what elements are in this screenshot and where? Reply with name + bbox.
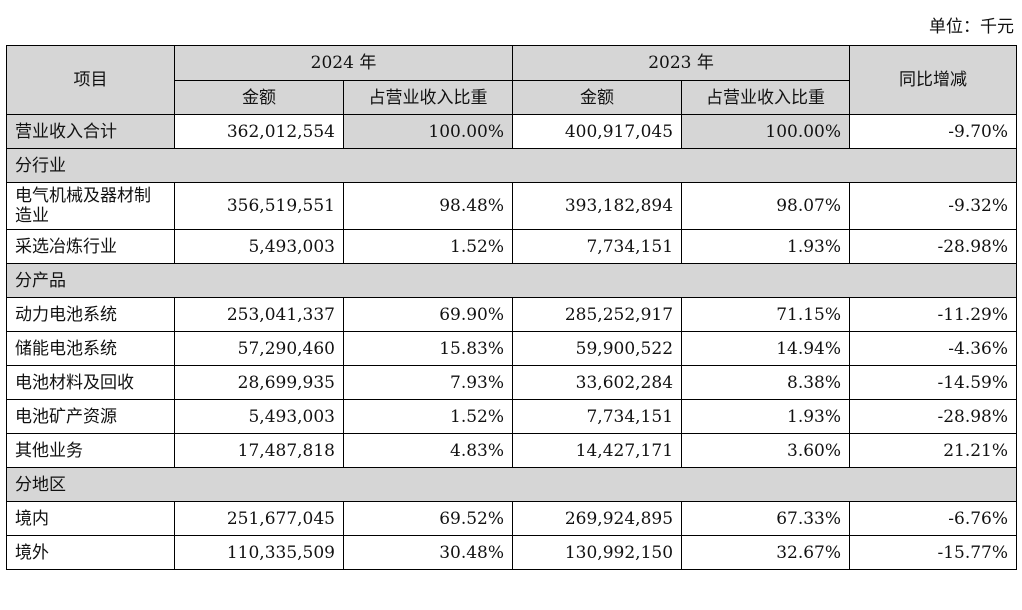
row-label: 境外	[6, 535, 175, 570]
header-amount-2024: 金额	[174, 80, 344, 115]
ratio-2023: 98.07%	[681, 182, 851, 230]
amount-2023: 59,900,522	[512, 331, 683, 366]
ratio-2023: 1.93%	[681, 229, 851, 264]
yoy: -28.98%	[849, 399, 1018, 434]
row-label: 电池材料及回收	[6, 365, 175, 400]
table-row: 电池材料及回收 28,699,935 7.93% 33,602,284 8.38…	[6, 365, 1018, 400]
ratio-2023: 67.33%	[681, 501, 851, 536]
ratio-2024: 1.52%	[342, 229, 514, 264]
total-row: 营业收入合计 362,012,554 100.00% 400,917,045 1…	[6, 114, 1018, 149]
amount-2024: 251,677,045	[174, 501, 344, 536]
table-row: 其他业务 17,487,818 4.83% 14,427,171 3.60% 2…	[6, 433, 1018, 468]
row-label: 采选冶炼行业	[6, 229, 175, 264]
header-year-2023: 2023 年	[512, 45, 851, 81]
row-label: 储能电池系统	[6, 331, 175, 366]
header-ratio-2023: 占营业收入比重	[681, 80, 851, 115]
yoy: -6.76%	[849, 501, 1018, 536]
ratio-2023: 3.60%	[681, 433, 851, 468]
ratio-2024: 30.48%	[342, 535, 514, 570]
total-amount-2023: 400,917,045	[512, 114, 683, 149]
table-row: 境内 251,677,045 69.52% 269,924,895 67.33%…	[6, 501, 1018, 536]
total-label: 营业收入合计	[6, 114, 175, 149]
ratio-2024: 15.83%	[342, 331, 514, 366]
table-row: 境外 110,335,509 30.48% 130,992,150 32.67%…	[6, 535, 1018, 570]
yoy: -28.98%	[849, 229, 1018, 264]
amount-2023: 7,734,151	[512, 399, 683, 434]
revenue-table: 项目 2024 年 2023 年 同比增减 金额 占营业收入比重 金额 占营业收…	[5, 45, 1018, 570]
ratio-2024: 69.52%	[342, 501, 514, 536]
header-ratio-2024: 占营业收入比重	[342, 80, 514, 115]
amount-2023: 285,252,917	[512, 297, 683, 332]
amount-2024: 57,290,460	[174, 331, 344, 366]
unit-note: 单位：千元	[929, 17, 1014, 37]
header-item: 项目	[6, 45, 175, 115]
yoy: -9.32%	[849, 182, 1018, 230]
table-row: 储能电池系统 57,290,460 15.83% 59,900,522 14.9…	[6, 331, 1018, 366]
total-yoy: -9.70%	[849, 114, 1018, 149]
table-row: 采选冶炼行业 5,493,003 1.52% 7,734,151 1.93% -…	[6, 229, 1018, 264]
row-label: 其他业务	[6, 433, 175, 468]
amount-2024: 28,699,935	[174, 365, 344, 400]
total-amount-2024: 362,012,554	[174, 114, 344, 149]
ratio-2023: 14.94%	[681, 331, 851, 366]
row-label: 境内	[6, 501, 175, 536]
amount-2024: 356,519,551	[174, 182, 344, 230]
amount-2023: 393,182,894	[512, 182, 683, 230]
row-label: 动力电池系统	[6, 297, 175, 332]
ratio-2023: 32.67%	[681, 535, 851, 570]
ratio-2024: 4.83%	[342, 433, 514, 468]
row-label: 电池矿产资源	[6, 399, 175, 434]
ratio-2023: 71.15%	[681, 297, 851, 332]
header-row-years: 项目 2024 年 2023 年 同比增减	[6, 45, 1018, 115]
table-row: 动力电池系统 253,041,337 69.90% 285,252,917 71…	[6, 297, 1018, 332]
ratio-2024: 69.90%	[342, 297, 514, 332]
yoy: -15.77%	[849, 535, 1018, 570]
total-ratio-2024: 100.00%	[342, 114, 514, 149]
header-year-2024: 2024 年	[173, 45, 514, 81]
amount-2023: 7,734,151	[512, 229, 683, 264]
ratio-2023: 8.38%	[681, 365, 851, 400]
ratio-2024: 98.48%	[342, 182, 514, 230]
section-row-product: 分产品	[5, 263, 1018, 298]
yoy: 21.21%	[849, 433, 1018, 468]
header-amount-2023: 金额	[512, 80, 683, 115]
amount-2024: 5,493,003	[174, 229, 344, 264]
header-row-columns: 金额 占营业收入比重 金额 占营业收入比重	[7, 80, 1017, 115]
section-title: 分地区	[5, 467, 1018, 502]
amount-2023: 130,992,150	[512, 535, 683, 570]
ratio-2024: 7.93%	[342, 365, 514, 400]
section-title: 分产品	[5, 263, 1018, 298]
amount-2023: 269,924,895	[512, 501, 683, 536]
section-row-region: 分地区	[5, 467, 1018, 502]
section-title: 分行业	[5, 148, 1018, 183]
yoy: -14.59%	[849, 365, 1018, 400]
yoy: -11.29%	[849, 297, 1018, 332]
amount-2023: 33,602,284	[512, 365, 683, 400]
amount-2024: 5,493,003	[174, 399, 344, 434]
ratio-2024: 1.52%	[342, 399, 514, 434]
total-ratio-2023: 100.00%	[681, 114, 851, 149]
amount-2024: 110,335,509	[174, 535, 344, 570]
table-row: 电气机械及器材制造业 356,519,551 98.48% 393,182,89…	[6, 182, 1018, 230]
header-yoy: 同比增减	[849, 45, 1018, 115]
yoy: -4.36%	[849, 331, 1018, 366]
amount-2024: 17,487,818	[174, 433, 344, 468]
section-row-industry: 分行业	[5, 148, 1018, 183]
row-label: 电气机械及器材制造业	[6, 182, 175, 230]
table-row: 电池矿产资源 5,493,003 1.52% 7,734,151 1.93% -…	[6, 399, 1018, 434]
ratio-2023: 1.93%	[681, 399, 851, 434]
amount-2024: 253,041,337	[174, 297, 344, 332]
amount-2023: 14,427,171	[512, 433, 683, 468]
